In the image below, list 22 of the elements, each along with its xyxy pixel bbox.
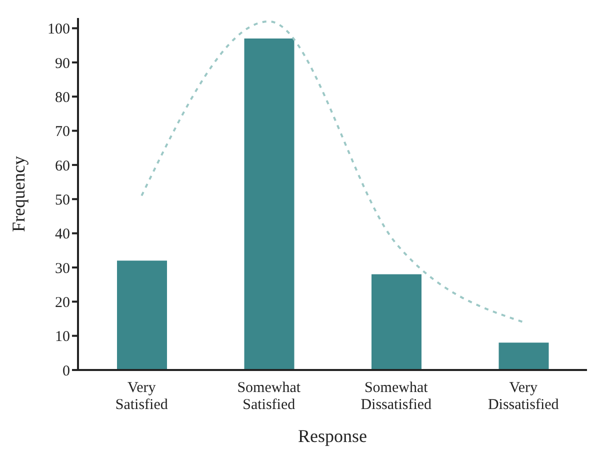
y-tick-label: 100 [48,22,70,38]
x-axis-title: Response [298,426,368,446]
y-tick-label: 10 [55,329,70,346]
bar [244,38,294,370]
bar [372,274,422,370]
x-tick-label: Somewhat Dissatisfied [360,380,432,413]
y-tick-label: 80 [55,90,70,106]
y-axis-title: Frequency [8,156,28,232]
bar [117,260,167,370]
line-series [140,20,524,324]
y-tick-label: 20 [55,294,70,311]
y-tick-label: 70 [55,124,70,140]
y-tick-label: 60 [55,158,70,174]
y-tick-label: 50 [55,192,70,208]
y-tick-label: 30 [55,260,70,277]
y-tick-label: 90 [55,56,70,72]
y-tick-label: 40 [55,226,70,243]
y-tick-label: 0 [62,363,70,380]
x-tick-label: Very Dissatisfied [488,380,560,413]
x-tick-label: Very Satisfied [115,380,168,413]
x-tick-label: Somewhat Satisfied [237,380,302,413]
bar [498,342,549,370]
